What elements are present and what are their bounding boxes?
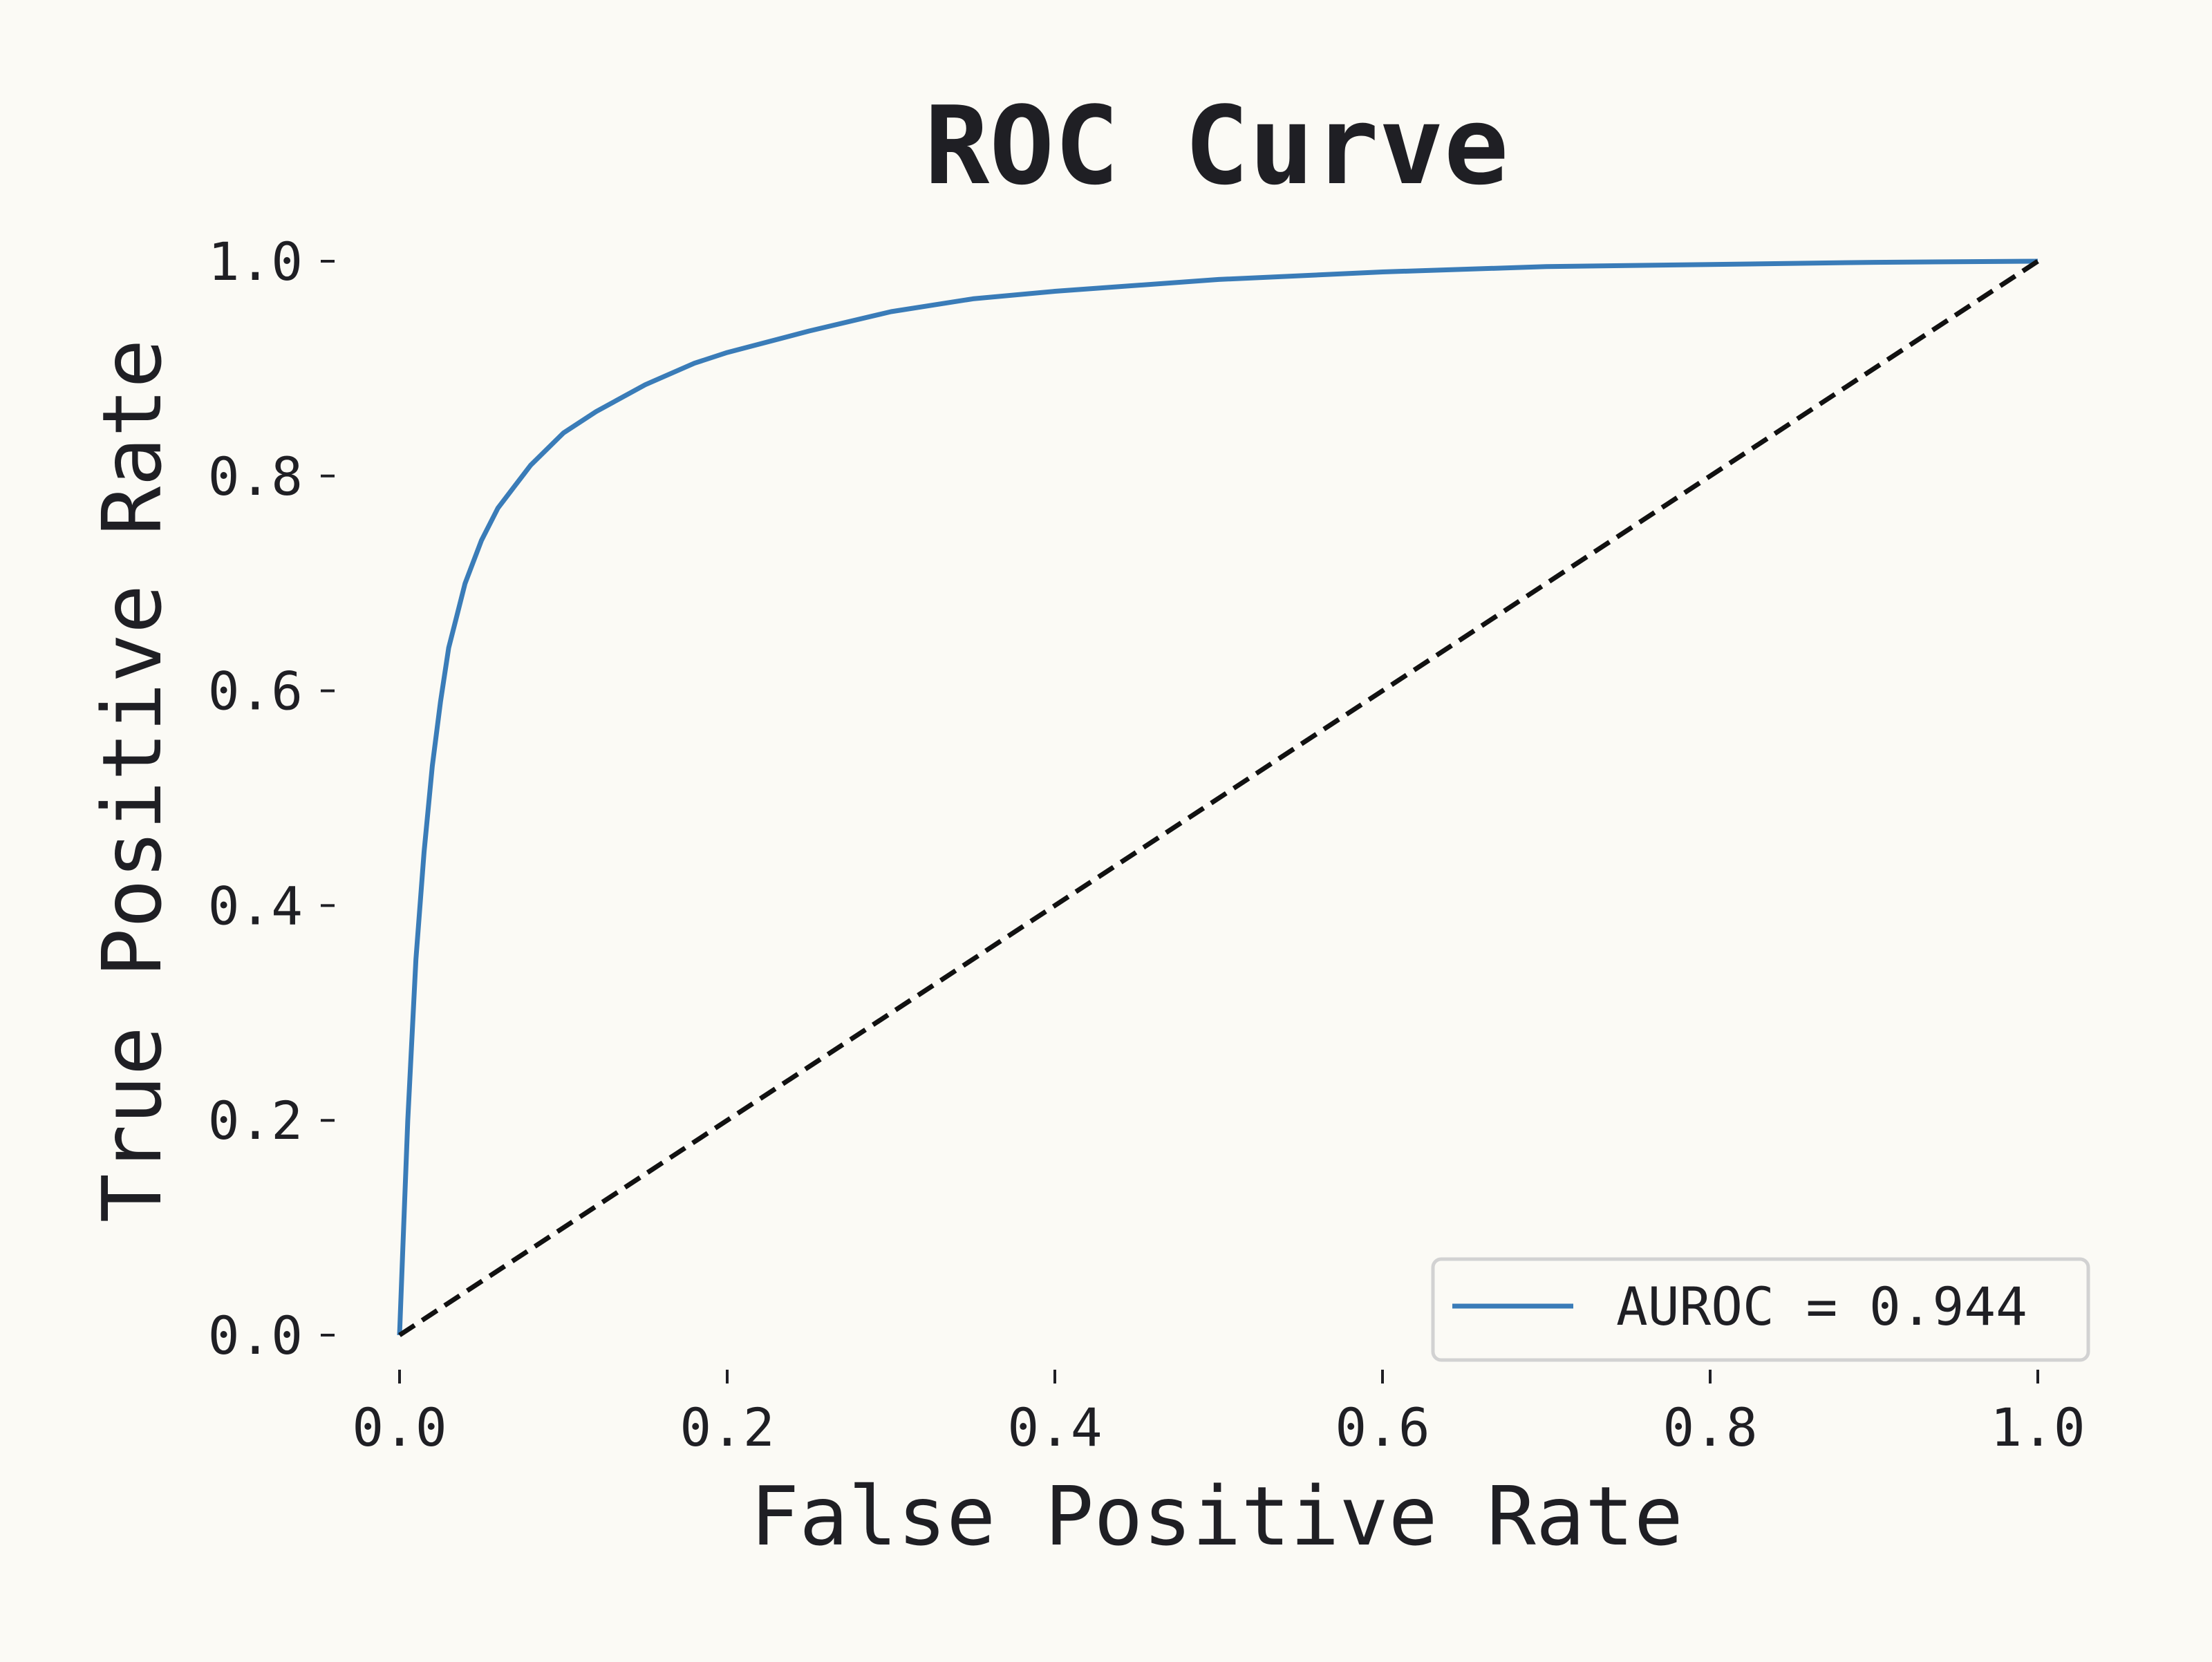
series-layer: [397, 258, 2039, 1337]
chart-title: ROC Curve: [924, 83, 1508, 209]
roc-curve-line: [397, 258, 2038, 1336]
x-tick-label: 0.2: [679, 1397, 774, 1458]
x-axis-label: False Positive Rate: [750, 1469, 1683, 1564]
legend: AUROC = 0.944: [1431, 1257, 2090, 1362]
legend-box: [1431, 1257, 2090, 1362]
y-tick-label: 0.2: [208, 1090, 303, 1151]
y-tick-label: 0.4: [208, 875, 303, 936]
legend-label: AUROC = 0.944: [1616, 1276, 2027, 1337]
y-tick-label: 0.6: [208, 661, 303, 722]
x-tick-label: 0.4: [1007, 1397, 1102, 1458]
y-tick-label: 0.0: [208, 1305, 303, 1366]
x-tick-label: 0.6: [1335, 1397, 1430, 1458]
x-tick-label: 0.8: [1662, 1397, 1757, 1458]
y-axis-label: True Positive Rate: [84, 339, 180, 1223]
chance-diagonal-line: [398, 259, 2039, 1337]
y-tick-label: 1.0: [208, 231, 303, 292]
x-tick-label: 0.0: [352, 1397, 447, 1458]
y-tick-label: 0.8: [208, 446, 303, 507]
x-tick-label: 1.0: [1990, 1397, 2085, 1458]
tick-layer: 0.0 0.2 0.4 0.6 0.8 1.0 0.0 0.2 0.4 0.6 0.8 1.0: [208, 231, 2086, 1458]
